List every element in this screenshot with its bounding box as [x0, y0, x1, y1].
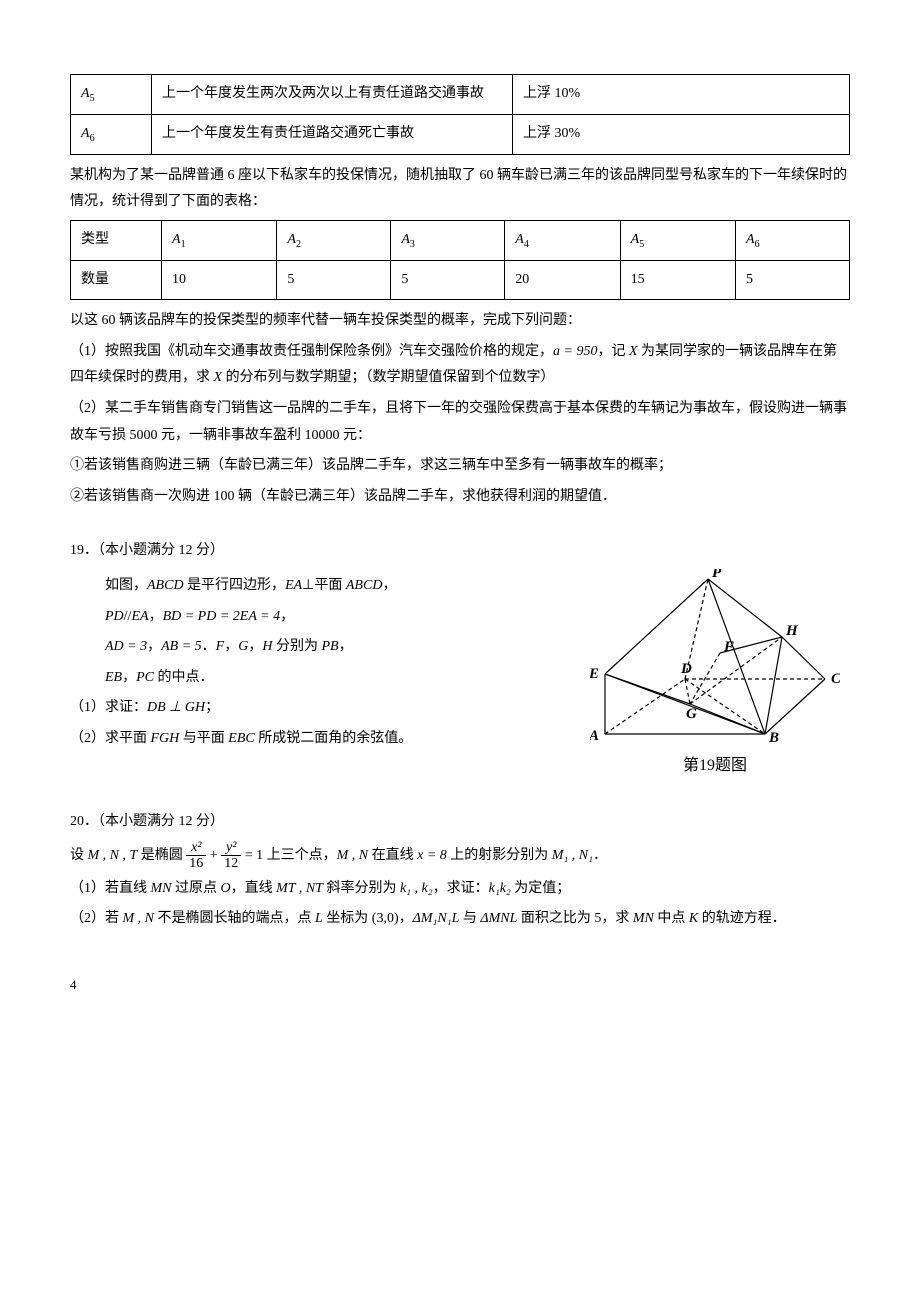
svg-text:C: C: [831, 671, 840, 687]
svg-text:G: G: [686, 706, 697, 722]
svg-text:D: D: [680, 661, 692, 677]
q2-line1: （2）某二手车销售商专门销售这一品牌的二手车，且将下一年的交强险保费高于基本保费…: [70, 396, 850, 449]
q1-post1: ，记: [597, 344, 629, 359]
header-cell: A2: [277, 220, 391, 260]
intro-text: 以这 60 辆该品牌车的投保类型的频率代替一辆车投保类型的概率，完成下列问题：: [70, 308, 850, 335]
q20-l3: （2）若 M , N 不是椭圆长轴的端点，点 L 坐标为 (3,0)，ΔM₁N₁…: [70, 906, 850, 933]
value-cell: 5: [391, 260, 505, 300]
code-var: A: [81, 126, 90, 141]
desc-cell: 上一个年度发生两次及两次以上有责任道路交通事故: [152, 75, 513, 115]
q19-l1: 如图，ABCD 是平行四边形，EA⊥平面 ABCD，: [105, 573, 560, 600]
svg-text:H: H: [785, 623, 799, 639]
figure-caption: 第19题图: [580, 751, 850, 781]
table-row: A6 上一个年度发生有责任道路交通死亡事故 上浮 30%: [71, 114, 850, 154]
q19-l4: EB，PC 的中点．: [105, 665, 560, 692]
header-cell: A4: [505, 220, 620, 260]
code-sub: 5: [90, 93, 95, 104]
table-row: 类型 A1 A2 A3 A4 A5 A6: [71, 220, 850, 260]
q2-line3: ②若该销售商一次购进 100 辆（车龄已满三年）该品牌二手车，求他获得利润的期望…: [70, 484, 850, 511]
q19-l3: AD = 3，AB = 5．F，G，H 分别为 PB，: [105, 634, 560, 661]
q1-x: X: [629, 344, 638, 359]
q19-title: 19．（本小题满分 12 分）: [70, 538, 850, 565]
svg-text:A: A: [590, 728, 599, 744]
question-20: 20．（本小题满分 12 分） 设 M , N , T 是椭圆 x²16 + y…: [70, 809, 850, 933]
svg-text:F: F: [723, 639, 734, 655]
value-cell: 5: [736, 260, 850, 300]
svg-text:E: E: [590, 666, 599, 682]
desc-cell: 上一个年度发生有责任道路交通死亡事故: [152, 114, 513, 154]
page-number: 4: [70, 973, 850, 998]
question-19: 19．（本小题满分 12 分） 如图，ABCD 是平行四边形，EA⊥平面 ABC…: [70, 538, 850, 781]
value-cell: 5: [277, 260, 391, 300]
value-cell: 15: [620, 260, 735, 300]
count-table: 类型 A1 A2 A3 A4 A5 A6 数量 10 5 5 20 15 5: [70, 220, 850, 300]
q20-l1: 设 M , N , T 是椭圆 x²16 + y²12 = 1 上三个点，M ,…: [70, 840, 850, 872]
table-row: 数量 10 5 5 20 15 5: [71, 260, 850, 300]
q1-eq: a = 950: [553, 344, 597, 359]
q19-l2: PD//EA，BD = PD = 2EA = 4，: [105, 604, 560, 631]
table-row: A5 上一个年度发生两次及两次以上有责任道路交通事故 上浮 10%: [71, 75, 850, 115]
code-sub: 6: [90, 133, 95, 144]
row-label: 数量: [71, 260, 162, 300]
header-cell: A1: [162, 220, 277, 260]
rate-table-partial: A5 上一个年度发生两次及两次以上有责任道路交通事故 上浮 10% A6 上一个…: [70, 74, 850, 155]
q1-pre: （1）按照我国《机动车交通事故责任强制保险条例》汽车交强险价格的规定，: [70, 344, 553, 359]
rate-cell: 上浮 10%: [513, 75, 850, 115]
value-cell: 20: [505, 260, 620, 300]
q19-l6: （2）求平面 FGH 与平面 EBC 所成锐二面角的余弦值。: [70, 726, 560, 753]
q2-line2: ①若该销售商购进三辆（车龄已满三年）该品牌二手车，求这三辆车中至多有一辆事故车的…: [70, 453, 850, 480]
geometry-figure: A B C D E P F G H: [590, 569, 840, 749]
svg-text:B: B: [768, 730, 779, 746]
question-1: （1）按照我国《机动车交通事故责任强制保险条例》汽车交强险价格的规定，a = 9…: [70, 339, 850, 392]
q19-l5: （1）求证：DB ⊥ GH；: [70, 695, 560, 722]
q1-post3: 的分布列与数学期望；（数学期望值保留到个位数字）: [222, 370, 555, 385]
intro-text: 某机构为了某一品牌普通 6 座以下私家车的投保情况，随机抽取了 60 辆车龄已满…: [70, 163, 850, 216]
header-cell: A3: [391, 220, 505, 260]
header-cell: A5: [620, 220, 735, 260]
header-cell: 类型: [71, 220, 162, 260]
rate-cell: 上浮 30%: [513, 114, 850, 154]
code-var: A: [81, 86, 90, 101]
q20-title: 20．（本小题满分 12 分）: [70, 809, 850, 836]
q20-l2: （1）若直线 MN 过原点 O，直线 MT , NT 斜率分别为 k₁ , k₂…: [70, 876, 850, 903]
value-cell: 10: [162, 260, 277, 300]
header-cell: A6: [736, 220, 850, 260]
svg-text:P: P: [712, 569, 722, 581]
q1-x: X: [214, 370, 223, 385]
